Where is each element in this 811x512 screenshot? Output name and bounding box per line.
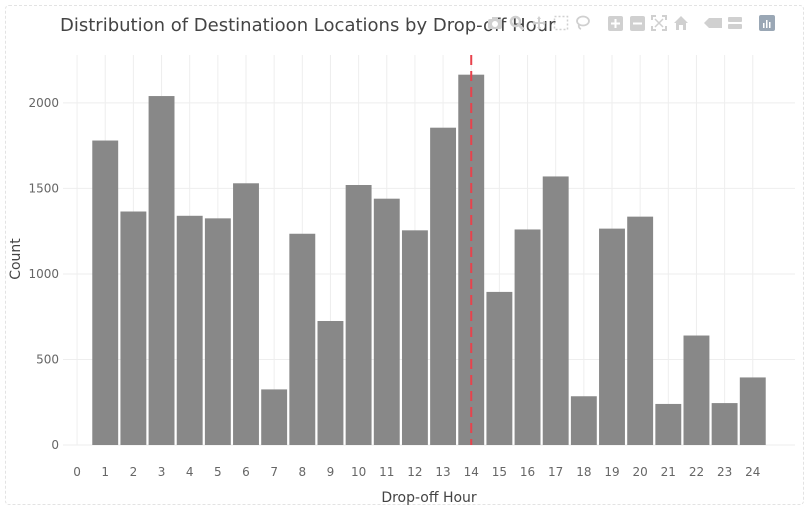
y-tick-label: 1000 xyxy=(28,267,59,281)
chart-title: Distribution of Destinatioon Locations b… xyxy=(60,15,556,36)
bar-hour-14[interactable] xyxy=(458,74,485,445)
x-tick-label: 3 xyxy=(158,465,166,479)
pan-icon[interactable] xyxy=(528,12,550,34)
x-tick-label: 6 xyxy=(242,465,250,479)
autoscale-icon[interactable] xyxy=(648,12,670,34)
bar-hour-11[interactable] xyxy=(373,198,400,445)
zoom-icon[interactable] xyxy=(506,12,528,34)
y-tick-label: 0 xyxy=(51,438,59,452)
modebar xyxy=(484,12,778,34)
bar-hour-4[interactable] xyxy=(176,215,203,445)
bar-hour-1[interactable] xyxy=(92,140,119,446)
x-tick-label: 23 xyxy=(717,465,732,479)
x-tick-label: 15 xyxy=(492,465,507,479)
x-tick-label: 2 xyxy=(130,465,138,479)
x-tick-label: 19 xyxy=(604,465,619,479)
reset-axes-icon[interactable] xyxy=(670,12,692,34)
zoom-out-icon[interactable] xyxy=(626,12,648,34)
bar-hour-8[interactable] xyxy=(289,233,316,445)
x-tick-label: 1 xyxy=(101,465,109,479)
bar-hour-12[interactable] xyxy=(401,230,428,445)
bars xyxy=(92,74,766,446)
x-tick-labels: 0 1 2 3 4 5 6 7 8 9 10 11 12 13 14 15 16 17 18 19 20 21 22 23 24 xyxy=(73,465,760,479)
x-tick-label: 16 xyxy=(520,465,535,479)
bar-hour-9[interactable] xyxy=(317,320,344,445)
bar-hour-7[interactable] xyxy=(261,389,288,445)
bar-hour-22[interactable] xyxy=(683,335,710,445)
bar-hour-3[interactable] xyxy=(148,96,175,445)
bar-hour-10[interactable] xyxy=(345,185,372,445)
plotly-logo-icon[interactable] xyxy=(756,12,778,34)
lasso-icon[interactable] xyxy=(572,12,594,34)
bar-hour-17[interactable] xyxy=(542,176,569,445)
x-tick-label: 21 xyxy=(661,465,676,479)
x-tick-label: 12 xyxy=(407,465,422,479)
y-tick-label: 500 xyxy=(36,352,59,366)
x-tick-label: 7 xyxy=(270,465,278,479)
x-tick-label: 8 xyxy=(298,465,306,479)
bar-hour-19[interactable] xyxy=(599,228,625,445)
zoom-in-icon[interactable] xyxy=(604,12,626,34)
bar-hour-20[interactable] xyxy=(627,216,654,445)
hover-closest-icon[interactable] xyxy=(702,12,724,34)
bar-hour-21[interactable] xyxy=(655,403,682,445)
bar-hour-15[interactable] xyxy=(486,291,513,445)
camera-icon[interactable] xyxy=(484,12,506,34)
x-tick-label: 17 xyxy=(548,465,563,479)
x-tick-label: 10 xyxy=(351,465,366,479)
x-tick-label: 24 xyxy=(745,465,760,479)
x-tick-label: 14 xyxy=(464,465,479,479)
y-tick-labels: 0 500 1000 1500 2000 xyxy=(28,96,59,452)
x-tick-label: 22 xyxy=(689,465,704,479)
x-tick-label: 4 xyxy=(186,465,194,479)
y-tick-label: 1500 xyxy=(28,181,59,195)
bar-hour-13[interactable] xyxy=(430,127,457,446)
bar-hour-23[interactable] xyxy=(711,403,738,445)
x-tick-label: 9 xyxy=(327,465,335,479)
x-tick-label: 13 xyxy=(435,465,450,479)
bar-hour-18[interactable] xyxy=(570,396,597,445)
y-tick-label: 2000 xyxy=(28,96,59,110)
bar-hour-6[interactable] xyxy=(233,183,259,445)
y-axis-title: Count xyxy=(8,238,24,280)
x-tick-label: 11 xyxy=(379,465,394,479)
x-tick-label: 5 xyxy=(214,465,222,479)
box-select-icon[interactable] xyxy=(550,12,572,34)
x-tick-label: 18 xyxy=(576,465,591,479)
bar-hour-16[interactable] xyxy=(514,229,541,445)
bar-hour-2[interactable] xyxy=(120,211,147,445)
bar-hour-24[interactable] xyxy=(739,377,766,445)
x-axis-title: Drop-off Hour xyxy=(381,490,477,506)
bar-hour-5[interactable] xyxy=(204,218,231,445)
x-tick-label: 20 xyxy=(633,465,648,479)
hover-compare-icon[interactable] xyxy=(724,12,746,34)
x-tick-label: 0 xyxy=(73,465,81,479)
